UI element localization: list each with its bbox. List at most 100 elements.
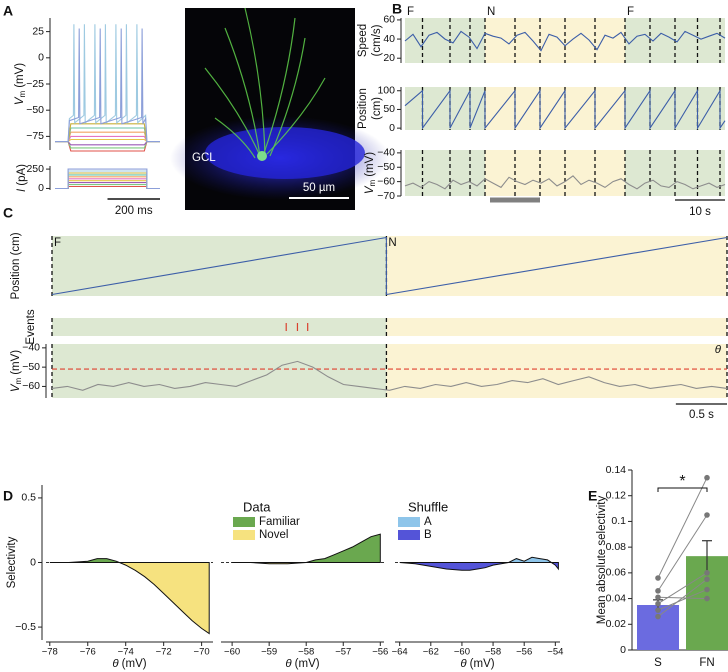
x-tick-label: −58: [298, 647, 314, 658]
legend-swatch: [398, 530, 420, 540]
soma: [257, 151, 267, 161]
condition-band: [485, 87, 625, 130]
legend-title: Data: [243, 499, 271, 514]
scale-bar-label: 10 s: [689, 206, 711, 218]
x-tick-label: S: [654, 657, 662, 669]
x-axis-label: θ (mV): [285, 658, 319, 670]
legend-label: B: [424, 529, 432, 541]
y-tick-label: −70: [377, 190, 395, 202]
y-axis-label: (cm): [371, 97, 383, 120]
pair-point: [704, 595, 710, 602]
x-tick-label: −56: [372, 647, 388, 658]
scale-bar-label: 200 ms: [115, 205, 153, 217]
label-symbol: V: [14, 96, 26, 105]
y-axis-label: Vm (mV): [14, 63, 27, 105]
dendrite: [269, 37, 306, 157]
label-subscript: m: [18, 90, 27, 97]
label-unit: (mV): [470, 658, 495, 670]
y-axis-label: Position: [357, 88, 369, 129]
x-tick-label: −78: [42, 647, 58, 658]
trace: [404, 30, 726, 52]
pair-point: [655, 613, 661, 620]
x-tick-label: −57: [335, 647, 351, 658]
y-axis-label: Vm (mV): [364, 152, 377, 194]
pair-line: [657, 572, 708, 605]
y-axis-label: Vm (mV): [10, 350, 23, 392]
selectivity-area-negative: [399, 562, 559, 571]
y-axis-label: I (pA): [16, 164, 28, 192]
legend-label: A: [424, 516, 432, 528]
y-tick-label: 100: [377, 85, 395, 97]
scale-bar-label: 0.5 s: [689, 409, 714, 421]
x-axis-label: θ (mV): [460, 658, 494, 670]
significance-bracket: [657, 487, 708, 492]
selectivity-area-negative: [49, 562, 210, 634]
y-tick-label: 0: [389, 122, 395, 134]
x-tick-label: −59: [261, 647, 277, 658]
x-axis-label: θ (mV): [112, 658, 146, 670]
pair-line: [657, 514, 708, 592]
x-tick-label: −70: [194, 647, 210, 658]
label-unit: (mV): [122, 658, 147, 670]
y-tick-label: 20: [383, 52, 395, 64]
condition-band: [386, 318, 727, 336]
x-tick-label: −58: [485, 647, 501, 658]
label-symbol: I: [16, 188, 28, 192]
selectivity-outline: [49, 558, 210, 635]
trace: [51, 360, 728, 391]
y-tick-label: −40: [22, 342, 40, 354]
y-axis-label: Speed: [357, 24, 369, 57]
y-tick-label: 0: [30, 556, 36, 568]
y-axis-label: (cm/s): [371, 24, 383, 56]
label-symbol: θ: [460, 658, 467, 670]
x-tick-label: −64: [392, 647, 408, 658]
y-tick-label: 0.5: [21, 492, 36, 504]
y-tick-label: −75: [26, 130, 44, 142]
y-tick-label: 60: [383, 14, 395, 26]
selectivity-outline: [399, 556, 559, 571]
dendrite: [204, 67, 261, 157]
x-tick-label: −54: [547, 647, 563, 658]
gcl-layer: [205, 127, 365, 179]
pair-point: [655, 607, 661, 613]
label-symbol: V: [10, 383, 22, 392]
panel-letter: E: [588, 488, 597, 504]
condition-band: [386, 344, 727, 398]
condition-band: [52, 318, 387, 336]
selectivity-area-positive: [399, 557, 559, 563]
label-subscript: m: [368, 179, 377, 186]
trace: [55, 28, 160, 143]
trace: [55, 168, 160, 190]
y-tick-label: −50: [22, 361, 40, 373]
pair-point: [704, 586, 710, 593]
y-tick-label: −60: [22, 380, 40, 392]
condition-label: F: [407, 6, 414, 18]
y-tick-label: 0.02: [606, 618, 627, 630]
panel-letter: C: [3, 205, 13, 221]
x-tick-label: −62: [423, 647, 439, 658]
label-subscript: m: [14, 377, 23, 384]
label-unit: (mV): [364, 152, 376, 177]
x-tick-label: FN: [699, 657, 714, 669]
y-tick-label: −0.5: [15, 621, 36, 633]
x-tick-label: −76: [80, 647, 96, 658]
x-tick-label: −60: [454, 647, 470, 658]
pair-point: [655, 594, 661, 601]
y-tick-label: 40: [383, 33, 395, 45]
x-tick-label: −72: [156, 647, 172, 658]
selectivity-area-positive: [49, 558, 210, 563]
pair-point: [655, 588, 661, 594]
label-unit: (mV): [14, 63, 26, 88]
dendrite: [262, 17, 296, 157]
pair-line: [657, 589, 708, 611]
condition-band: [485, 150, 625, 196]
y-tick-label: 0: [620, 644, 626, 656]
condition-label: N: [487, 6, 495, 18]
dendrite: [214, 117, 256, 159]
panel-letter: D: [3, 488, 13, 504]
significance-marker: *: [679, 473, 685, 490]
y-tick-label: 0.08: [606, 541, 627, 553]
panel-letter: B: [392, 1, 402, 17]
selectivity-area-positive: [232, 534, 381, 563]
legend-swatch: [398, 517, 420, 527]
